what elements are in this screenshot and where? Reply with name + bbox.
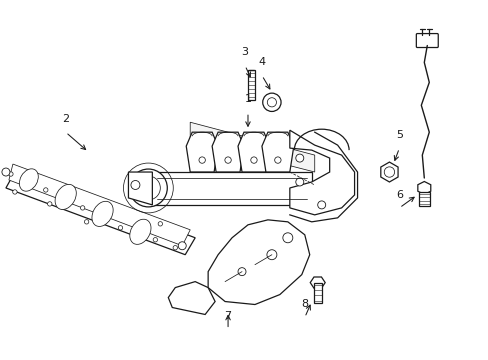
Text: 5: 5 xyxy=(395,130,402,140)
Polygon shape xyxy=(262,132,293,172)
Polygon shape xyxy=(6,170,195,255)
Circle shape xyxy=(267,98,276,107)
FancyBboxPatch shape xyxy=(418,192,429,206)
Circle shape xyxy=(129,169,167,207)
Polygon shape xyxy=(417,181,430,194)
Circle shape xyxy=(266,250,276,260)
Text: 6: 6 xyxy=(395,190,402,200)
Circle shape xyxy=(317,201,325,209)
Ellipse shape xyxy=(20,169,38,191)
FancyBboxPatch shape xyxy=(415,33,437,48)
Ellipse shape xyxy=(55,184,76,210)
Circle shape xyxy=(43,188,48,192)
Circle shape xyxy=(384,167,394,177)
Circle shape xyxy=(84,220,89,224)
Circle shape xyxy=(178,242,186,250)
Circle shape xyxy=(2,168,10,176)
Text: 3: 3 xyxy=(241,48,248,58)
Circle shape xyxy=(158,222,162,226)
Polygon shape xyxy=(289,130,354,215)
Polygon shape xyxy=(168,282,215,315)
Circle shape xyxy=(13,190,17,194)
Circle shape xyxy=(131,180,140,189)
FancyBboxPatch shape xyxy=(313,283,321,302)
Text: 8: 8 xyxy=(301,300,308,310)
FancyBboxPatch shape xyxy=(248,71,255,100)
Text: 1: 1 xyxy=(244,94,251,104)
Polygon shape xyxy=(212,132,244,172)
Circle shape xyxy=(118,226,122,230)
Polygon shape xyxy=(208,220,309,305)
Circle shape xyxy=(295,178,303,186)
Polygon shape xyxy=(238,132,269,172)
Polygon shape xyxy=(380,162,397,182)
Circle shape xyxy=(250,157,257,163)
Polygon shape xyxy=(9,164,190,246)
Circle shape xyxy=(282,233,292,243)
Circle shape xyxy=(274,157,281,163)
Circle shape xyxy=(262,93,281,112)
Text: 7: 7 xyxy=(224,311,231,321)
Circle shape xyxy=(224,157,231,163)
Circle shape xyxy=(153,238,157,242)
Polygon shape xyxy=(309,277,325,288)
Circle shape xyxy=(238,268,245,276)
Polygon shape xyxy=(152,172,311,205)
Text: 2: 2 xyxy=(62,114,69,124)
Circle shape xyxy=(295,154,303,162)
Text: 4: 4 xyxy=(258,58,265,67)
Ellipse shape xyxy=(129,219,151,244)
Circle shape xyxy=(80,206,84,210)
Polygon shape xyxy=(190,122,314,172)
Polygon shape xyxy=(186,132,218,172)
Polygon shape xyxy=(128,172,152,205)
Circle shape xyxy=(173,246,177,250)
Ellipse shape xyxy=(92,201,113,226)
Circle shape xyxy=(199,157,205,163)
Circle shape xyxy=(136,176,160,200)
Circle shape xyxy=(47,202,52,206)
Circle shape xyxy=(9,172,13,176)
